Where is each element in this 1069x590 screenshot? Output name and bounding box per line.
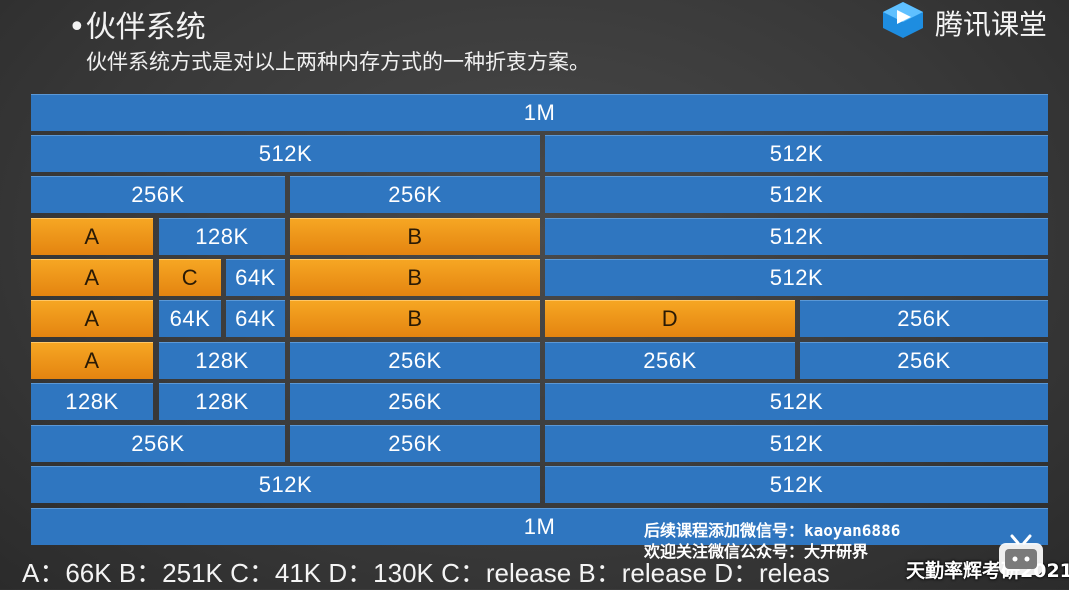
watermark-official-account: 欢迎关注微信公众号：大开研界 bbox=[644, 542, 869, 561]
allocated-block: A bbox=[31, 218, 153, 255]
free-block: 512K bbox=[31, 135, 540, 172]
allocated-block: B bbox=[290, 218, 540, 255]
allocated-block: A bbox=[31, 300, 153, 337]
free-block: 256K bbox=[800, 300, 1048, 337]
free-block: 128K bbox=[159, 383, 285, 420]
bilibili-tv-icon bbox=[996, 534, 1046, 578]
free-block: 1M bbox=[31, 508, 1048, 545]
page-subtitle: 伙伴系统方式是对以上两种内存方式的一种折衷方案。 bbox=[86, 50, 590, 74]
free-block: 256K bbox=[31, 176, 285, 213]
free-block: 128K bbox=[159, 342, 285, 379]
free-block: 256K bbox=[290, 342, 540, 379]
play-cube-icon bbox=[881, 0, 925, 45]
free-block: 128K bbox=[159, 218, 285, 255]
free-block: 512K bbox=[31, 466, 540, 503]
free-block: 512K bbox=[545, 425, 1048, 462]
free-block: 512K bbox=[545, 135, 1048, 172]
free-block: 512K bbox=[545, 259, 1048, 296]
free-block: 1M bbox=[31, 94, 1048, 131]
allocated-block: A bbox=[31, 259, 153, 296]
free-block: 256K bbox=[290, 383, 540, 420]
watermark-wechat: 后续课程添加微信号：kaoyan6886 bbox=[644, 521, 901, 540]
free-block: 512K bbox=[545, 466, 1048, 503]
free-block: 128K bbox=[31, 383, 153, 420]
page-title: •伙伴系统 bbox=[68, 10, 206, 45]
brand-name: 腾讯课堂 bbox=[934, 7, 1047, 41]
free-block: 512K bbox=[545, 176, 1048, 213]
allocated-block: A bbox=[31, 342, 153, 379]
free-block: 256K bbox=[290, 176, 540, 213]
brand-logo: 腾讯课堂 bbox=[881, 0, 1047, 45]
free-block: 256K bbox=[545, 342, 795, 379]
free-block: 512K bbox=[545, 383, 1048, 420]
free-block: 256K bbox=[31, 425, 285, 462]
allocated-block: B bbox=[290, 259, 540, 296]
free-block: 64K bbox=[226, 259, 285, 296]
free-block: 256K bbox=[290, 425, 540, 462]
allocated-block: C bbox=[159, 259, 221, 296]
allocated-block: D bbox=[545, 300, 795, 337]
free-block: 64K bbox=[226, 300, 285, 337]
free-block: 512K bbox=[545, 218, 1048, 255]
free-block: 64K bbox=[159, 300, 221, 337]
allocation-sequence: A：66K B：251K C：41K D：130K C：release B：re… bbox=[22, 558, 830, 588]
free-block: 256K bbox=[800, 342, 1048, 379]
allocated-block: B bbox=[290, 300, 540, 337]
